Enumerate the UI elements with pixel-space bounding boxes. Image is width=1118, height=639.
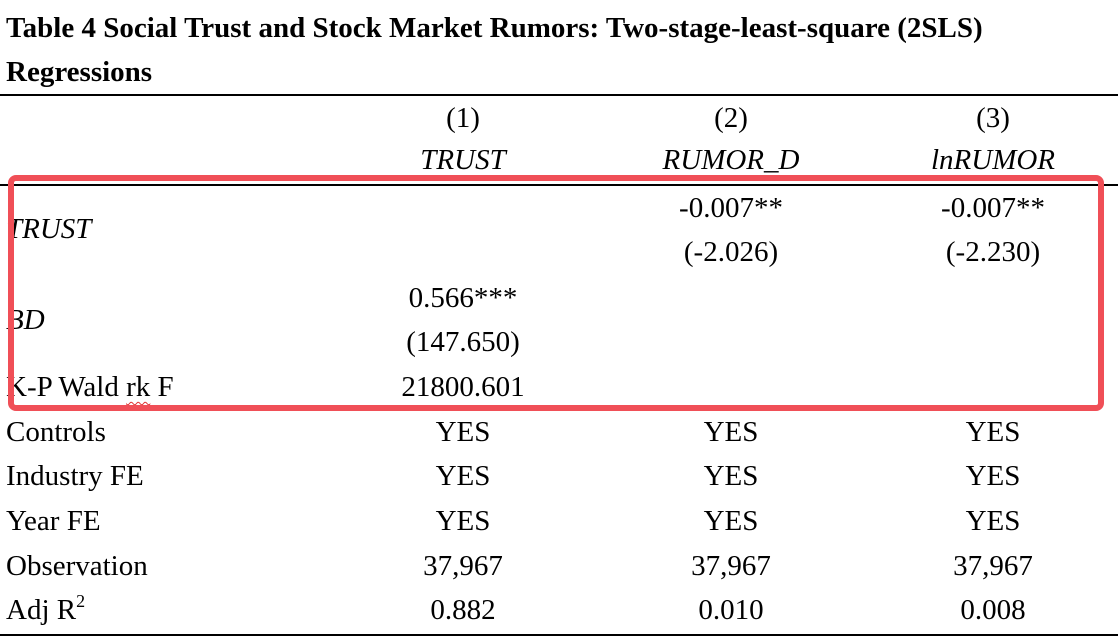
row-industry-c2: YES: [703, 460, 759, 492]
row-trust-c2-tstat: (-2.026): [683, 236, 779, 268]
row-kp-label: K-P Wald rk F: [6, 365, 174, 409]
col1-dependent: TRUST: [420, 144, 506, 176]
row-adjr2-c2: 0.010: [698, 594, 764, 626]
row-year-c1: YES: [435, 505, 491, 537]
row-trust-c3-tstat: (-2.230): [945, 236, 1041, 268]
row-trust-c2: -0.007**: [679, 192, 783, 224]
row-controls-c1: YES: [435, 416, 491, 448]
col3-number: (3): [976, 102, 1010, 134]
row-kp-label-suffix: F: [150, 371, 174, 403]
row-adjr2-label: Adj R2: [6, 588, 85, 632]
row-industry-c1: YES: [435, 460, 491, 492]
row-adjr2-label-text: Adj R: [6, 594, 77, 626]
row-bd-label: BD: [6, 304, 45, 336]
col2-number: (2): [714, 102, 748, 134]
row-kp-label-prefix: K-P Wald: [6, 371, 127, 403]
col3-dependent: lnRUMOR: [930, 144, 1056, 176]
row-adjr2-label-sup: 2: [76, 591, 86, 611]
row-bd-c1-tstat: (147.650): [406, 326, 520, 358]
row-kp-c1: 21800.601: [401, 371, 525, 403]
col2-dependent: RUMOR_D: [662, 144, 800, 176]
table-title: Table 4 Social Trust and Stock Market Ru…: [6, 12, 983, 88]
col1-number: (1): [446, 102, 480, 134]
row-bd-c1: 0.566***: [408, 282, 518, 314]
row-industry-c3: YES: [965, 460, 1021, 492]
row-year-c2: YES: [703, 505, 759, 537]
row-controls-c3: YES: [965, 416, 1021, 448]
row-obs-c1: 37,967: [423, 550, 503, 582]
row-year-c3: YES: [965, 505, 1021, 537]
row-obs-c3: 37,967: [953, 550, 1033, 582]
bottom-rule: [0, 634, 1118, 636]
row-year-label: Year FE: [6, 505, 101, 537]
row-obs-label: Observation: [6, 550, 148, 582]
row-adjr2-c1: 0.882: [430, 594, 496, 626]
row-controls-label: Controls: [6, 416, 106, 448]
row-controls-c2: YES: [703, 416, 759, 448]
row-kp-label-flagged: rk: [126, 371, 151, 403]
row-obs-c2: 37,967: [691, 550, 771, 582]
row-trust-label: TRUST: [6, 213, 92, 245]
row-adjr2-c3: 0.008: [960, 594, 1026, 626]
header-rule: [0, 184, 1118, 186]
row-trust-c3: -0.007**: [941, 192, 1045, 224]
row-industry-label: Industry FE: [6, 460, 144, 492]
top-rule: [0, 94, 1118, 96]
